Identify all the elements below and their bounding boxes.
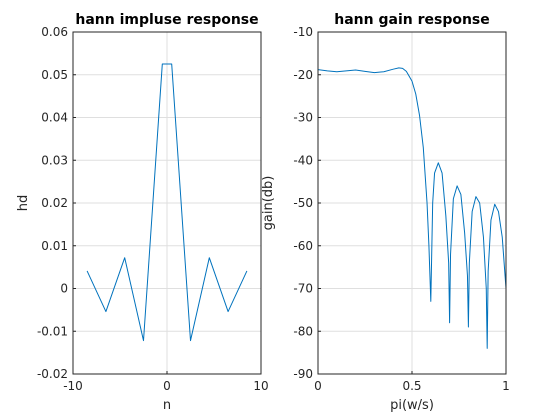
impulse-chart-title: hann impluse response (75, 12, 258, 28)
x-tick-label: 0 (314, 379, 322, 393)
x-tick-label: -10 (63, 379, 83, 393)
x-tick-label: 0 (163, 379, 171, 393)
impulse-y-axis-label: hd (16, 195, 31, 212)
gain-response-chart: hann gain response pi(w/s) gain(db) 0 0.5… (261, 12, 510, 413)
gain-x-axis-label: pi(w/s) (390, 398, 434, 413)
gain-series (317, 67, 507, 349)
y-tick-label: -90 (293, 367, 313, 381)
y-tick-label: -10 (293, 25, 313, 39)
gain-chart-title: hann gain response (334, 12, 490, 28)
x-tick-label: 0.5 (402, 379, 421, 393)
y-tick-label: -20 (293, 68, 313, 82)
y-tick-label: 0 (60, 282, 68, 296)
impulse-series (86, 63, 248, 342)
y-tick-label: -70 (293, 282, 313, 296)
y-tick-label: 0.01 (41, 239, 68, 253)
gain-grid (317, 31, 507, 375)
impulse-ticks: -10 0 10 -0.02 -0.01 0 0.01 0.02 0.03 0.04 0.05 0.0… (37, 25, 269, 393)
y-tick-label: -40 (293, 153, 313, 167)
series-line (317, 67, 507, 349)
y-tick-label: 0.06 (41, 25, 68, 39)
y-tick-label: 0.05 (41, 68, 68, 82)
y-tick-label: -60 (293, 239, 313, 253)
y-tick-label: -50 (293, 196, 313, 210)
y-tick-label: -0.02 (37, 367, 68, 381)
series-line (86, 63, 248, 342)
gain-y-axis-label: gain(db) (261, 176, 276, 231)
y-tick-label: -80 (293, 324, 313, 338)
y-tick-label: -30 (293, 111, 313, 125)
y-tick-label: -0.01 (37, 324, 68, 338)
impulse-x-axis-label: n (163, 398, 171, 413)
y-tick-label: 0.03 (41, 153, 68, 167)
y-tick-label: 0.02 (41, 196, 68, 210)
x-tick-label: 10 (253, 379, 268, 393)
x-tick-label: 1 (502, 379, 510, 393)
impulse-grid (72, 31, 262, 375)
y-tick-label: 0.04 (41, 111, 68, 125)
impulse-response-chart: hann impluse response n hd -10 0 10 -0.02 -0… (16, 12, 269, 413)
gain-ticks: 0 0.5 1 -90 -80 -70 -60 -50 -40 -30 -20 -10 (293, 25, 509, 393)
